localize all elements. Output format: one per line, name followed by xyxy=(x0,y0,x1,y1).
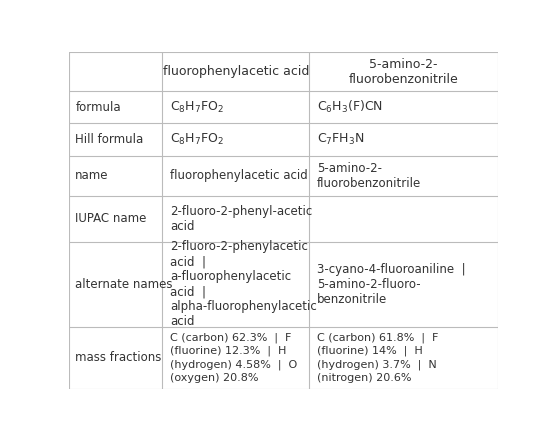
Text: C (carbon) 61.8%  |  F
(fluorine) 14%  |  H
(hydrogen) 3.7%  |  N
(nitrogen) 20.: C (carbon) 61.8% | F (fluorine) 14% | H … xyxy=(317,332,439,383)
Text: formula: formula xyxy=(75,101,121,114)
Text: fluorophenylacetic acid: fluorophenylacetic acid xyxy=(163,65,309,78)
Text: 2-fluoro-2-phenylacetic
acid  |
a-fluorophenylacetic
acid  |
alpha-fluorophenyla: 2-fluoro-2-phenylacetic acid | a-fluorop… xyxy=(170,240,317,328)
Text: C (carbon) 62.3%  |  F
(fluorine) 12.3%  |  H
(hydrogen) 4.58%  |  O
(oxygen) 20: C (carbon) 62.3% | F (fluorine) 12.3% | … xyxy=(170,332,297,383)
Text: mass fractions: mass fractions xyxy=(75,351,161,364)
Text: alternate names: alternate names xyxy=(75,277,173,291)
Text: fluorophenylacetic acid: fluorophenylacetic acid xyxy=(170,169,307,182)
Text: IUPAC name: IUPAC name xyxy=(75,212,147,225)
Text: Hill formula: Hill formula xyxy=(75,133,144,146)
Text: 2-fluoro-2-phenyl-acetic
acid: 2-fluoro-2-phenyl-acetic acid xyxy=(170,205,312,233)
Text: $\mathregular{C_7FH_3N}$: $\mathregular{C_7FH_3N}$ xyxy=(317,132,364,147)
Text: $\mathregular{C_8H_7FO_2}$: $\mathregular{C_8H_7FO_2}$ xyxy=(170,100,224,114)
Text: 3-cyano-4-fluoroaniline  |
5-amino-2-fluoro-
benzonitrile: 3-cyano-4-fluoroaniline | 5-amino-2-fluo… xyxy=(317,263,466,306)
Text: name: name xyxy=(75,169,109,182)
Text: 5-amino-2-
fluorobenzonitrile: 5-amino-2- fluorobenzonitrile xyxy=(317,162,421,190)
Text: $\mathregular{C_8H_7FO_2}$: $\mathregular{C_8H_7FO_2}$ xyxy=(170,132,224,147)
Text: $\mathregular{C_6H_3(F)CN}$: $\mathregular{C_6H_3(F)CN}$ xyxy=(317,99,383,115)
Text: 5-amino-2-
fluorobenzonitrile: 5-amino-2- fluorobenzonitrile xyxy=(348,58,458,86)
